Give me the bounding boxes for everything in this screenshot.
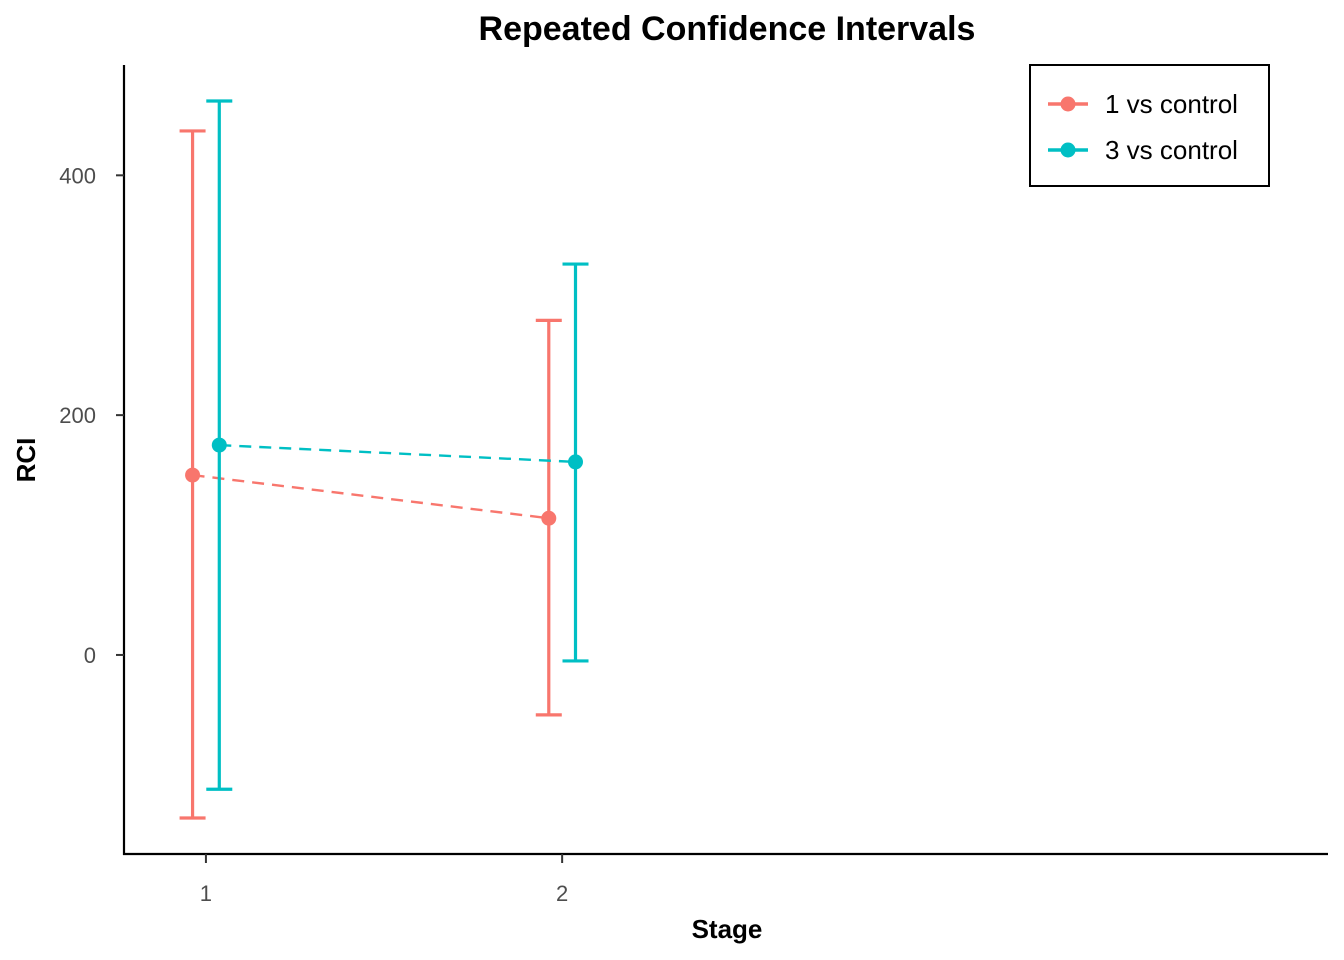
plot-area: [179, 99, 589, 820]
legend-box: [1029, 64, 1270, 187]
legend-key-point: [1060, 96, 1076, 112]
series-line: [192, 473, 549, 520]
y-tick-label: 400: [59, 163, 96, 188]
legend-label: 1 vs control: [1105, 89, 1238, 119]
data-point: [568, 454, 583, 470]
x-tick-label: 2: [556, 881, 568, 906]
y-ticks: 0 200 400: [59, 163, 124, 668]
legend-item: 1 vs control: [1048, 89, 1238, 119]
series-2: [206, 99, 589, 791]
y-axis-title: RCI: [11, 438, 41, 483]
legend-key-point: [1060, 142, 1076, 158]
y-tick-label: 200: [59, 403, 96, 428]
x-axis-title: Stage: [692, 914, 763, 944]
series-line: [219, 443, 576, 464]
legend-item: 3 vs control: [1048, 135, 1238, 165]
data-point: [211, 437, 227, 453]
data-point: [541, 510, 557, 526]
x-tick-label: 1: [200, 881, 212, 906]
data-point: [185, 467, 201, 483]
series-1: [179, 129, 562, 820]
legend: 1 vs control 3 vs control: [1029, 64, 1270, 187]
legend-label: 3 vs control: [1105, 135, 1238, 165]
y-tick-label: 0: [84, 643, 96, 668]
chart-title: Repeated Confidence Intervals: [479, 10, 976, 48]
legend-items: 1 vs control 3 vs control: [1048, 89, 1238, 165]
